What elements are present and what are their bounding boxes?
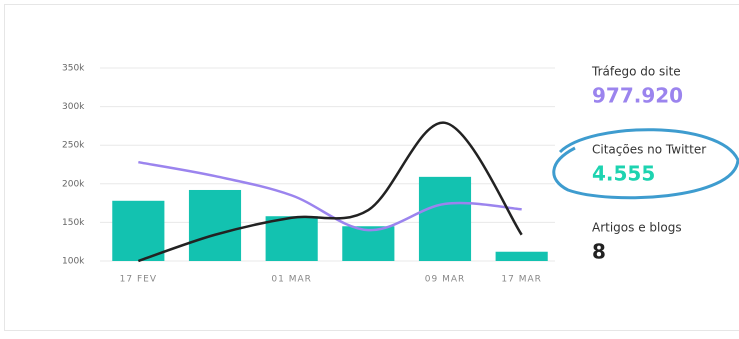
stat-label: Citações no Twitter	[592, 143, 706, 157]
y-tick-label: 150k	[62, 218, 85, 228]
x-tick-label: 17 FEV	[120, 275, 157, 285]
x-tick-label: 17 MAR	[501, 275, 542, 285]
stat-label: Tráfego do site	[591, 65, 681, 79]
y-tick-label: 250k	[62, 141, 85, 151]
x-tick-label: 09 MAR	[425, 275, 466, 285]
bar	[419, 177, 471, 261]
y-tick-label: 100k	[62, 257, 85, 267]
stat-value: 4.555	[592, 162, 655, 186]
y-tick-label: 350k	[62, 64, 85, 74]
y-tick-label: 300k	[62, 102, 85, 112]
bar	[266, 216, 318, 261]
stat-value: 977.920	[592, 84, 683, 108]
bar	[189, 190, 241, 261]
bar	[496, 252, 548, 261]
bar	[112, 201, 164, 261]
bar	[342, 226, 394, 261]
y-tick-label: 200k	[62, 179, 85, 189]
x-tick-label: 01 MAR	[271, 275, 312, 285]
stat-value: 8	[592, 240, 606, 264]
stat-label: Artigos e blogs	[592, 221, 682, 235]
